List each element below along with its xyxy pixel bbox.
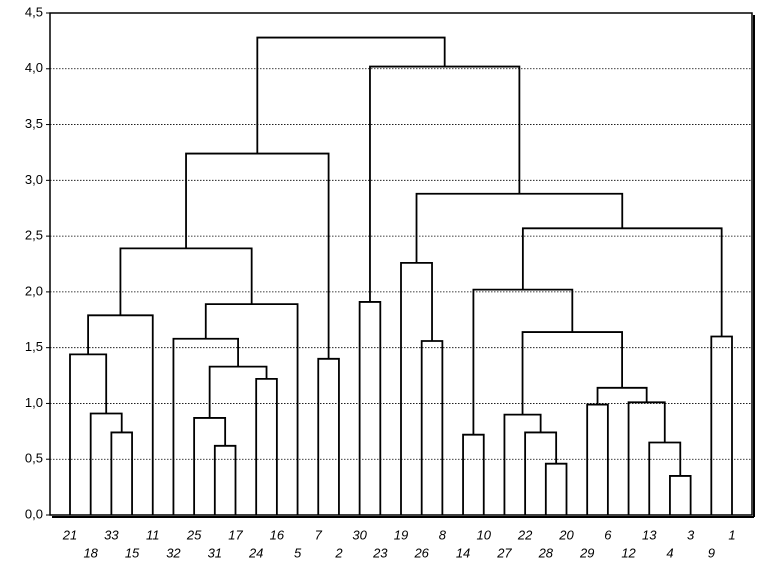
leaf-label: 20 (558, 527, 574, 542)
leaf-label: 19 (394, 527, 408, 542)
dendrogram-link (521, 331, 623, 415)
leaf-label: 12 (621, 545, 636, 560)
leaf-label: 32 (166, 545, 181, 560)
dendrogram-link (193, 417, 227, 515)
leaf-label: 25 (186, 527, 202, 542)
leaf-label: 21 (62, 527, 77, 542)
leaf-label: 11 (146, 527, 160, 542)
leaf-label: 4 (666, 545, 673, 560)
dendrogram-link (358, 301, 382, 515)
dendrogram-link (596, 386, 648, 405)
leaf-label: 14 (456, 545, 470, 560)
dendrogram-link (110, 431, 133, 515)
leaf-label: 9 (708, 545, 715, 560)
y-tick-label: 3,5 (25, 116, 43, 131)
leaf-label: 3 (687, 527, 695, 542)
leaf-label: 2 (334, 545, 343, 560)
dendrogram-link (213, 444, 237, 515)
leaf-label: 33 (104, 527, 119, 542)
leaf-label: 22 (517, 527, 533, 542)
leaf-label: 24 (248, 545, 263, 560)
dendrogram-link (648, 441, 682, 515)
dendrogram-link (369, 65, 521, 302)
leaf-label: 8 (439, 527, 447, 542)
dendrogram-link (87, 314, 154, 515)
leaf-label: 7 (315, 527, 323, 542)
y-tick-label: 3,0 (25, 172, 43, 187)
leaf-label: 18 (83, 545, 98, 560)
dendrogram-link (256, 36, 446, 154)
leaf-label: 29 (579, 545, 594, 560)
leaf-label: 5 (294, 545, 302, 560)
y-tick-label: 2,5 (25, 228, 43, 243)
y-tick-label: 1,0 (25, 395, 43, 410)
leaf-label: 13 (642, 527, 657, 542)
y-tick-label: 0,0 (25, 506, 43, 521)
dendrogram-link (524, 431, 558, 515)
dendrogram-link (472, 288, 574, 435)
leaf-label: 6 (604, 527, 612, 542)
leaf-label: 17 (228, 527, 243, 542)
leaf-label: 10 (477, 527, 492, 542)
leaf-label: 1 (728, 527, 735, 542)
leaf-label: 26 (413, 545, 429, 560)
y-tick-label: 0,5 (25, 451, 43, 466)
leaf-label: 28 (538, 545, 554, 560)
leaf-label: 15 (125, 545, 140, 560)
leaf-label: 27 (496, 545, 512, 560)
y-tick-label: 2,0 (25, 283, 43, 298)
leaf-label: 31 (208, 545, 222, 560)
y-tick-label: 4,0 (25, 60, 43, 75)
y-tick-label: 1,5 (25, 339, 43, 354)
leaf-label: 30 (352, 527, 367, 542)
leaf-label: 16 (270, 527, 285, 542)
dendrogram-link (627, 401, 666, 515)
dendrogram-link (669, 475, 692, 515)
leaf-label: 23 (372, 545, 388, 560)
y-tick-label: 4,5 (25, 4, 43, 19)
